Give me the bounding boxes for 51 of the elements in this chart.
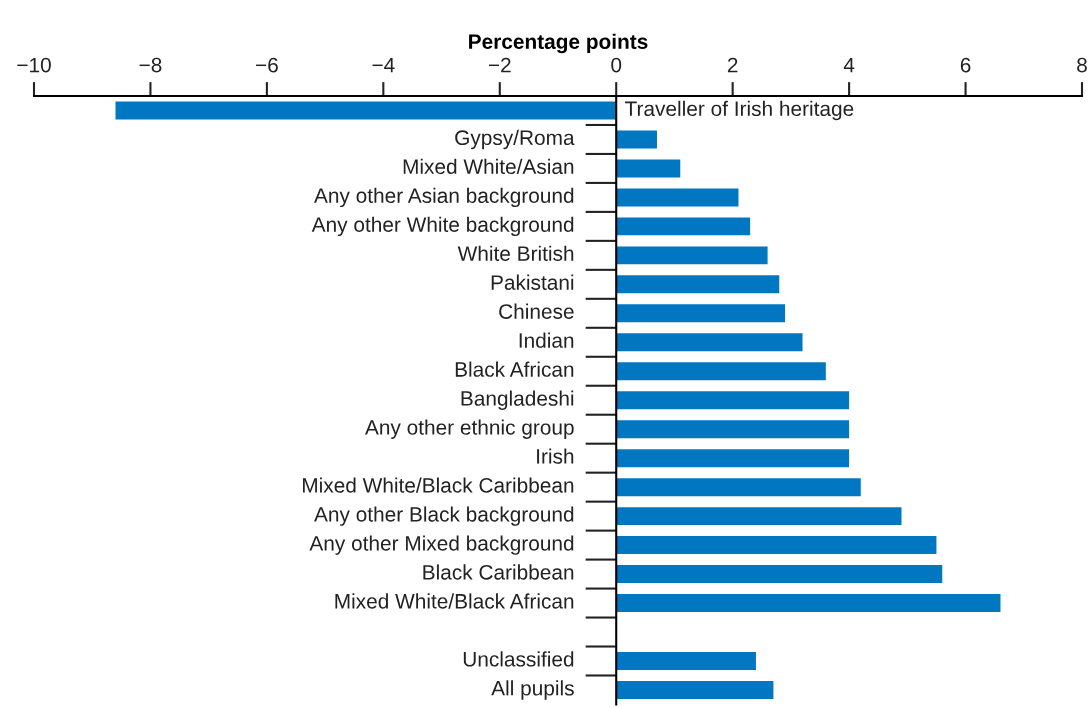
y-tick-label: Any other White background <box>311 216 574 237</box>
y-tick-label: Any other ethnic group <box>364 419 574 439</box>
y-tick-label: All pupils <box>491 680 574 700</box>
x-tick-label: −10 <box>17 57 51 73</box>
x-tick-label: 0 <box>611 57 622 73</box>
bar <box>616 304 786 323</box>
bar <box>616 333 803 352</box>
bar <box>616 536 937 555</box>
bar <box>616 478 861 497</box>
y-tick-label: Indian <box>519 332 574 348</box>
y-tick-label: Gypsy/Roma <box>455 129 575 150</box>
y-tick-label: Any other Asian background <box>314 187 574 208</box>
bar <box>616 188 739 207</box>
bar <box>616 159 681 178</box>
y-tick-label: Any other Mixed background <box>309 535 574 555</box>
y-tick-label: Mixed White/Asian <box>403 158 574 175</box>
y-tick-label: Black Caribbean <box>423 564 574 580</box>
bar <box>616 565 943 584</box>
x-tick-label: −4 <box>372 57 395 73</box>
y-tick-label: Irish <box>537 448 574 464</box>
bar <box>115 101 617 120</box>
y-tick-label: Mixed White/Black Caribbean <box>303 477 574 493</box>
y-tick-label: Any other Black background <box>314 506 574 526</box>
x-tick-label: 6 <box>960 57 971 73</box>
x-tick-label: −2 <box>488 57 511 73</box>
x-tick-label: −8 <box>139 57 162 73</box>
y-tick-label: Chinese <box>499 303 574 319</box>
y-tick-label: Mixed White/Black African <box>335 593 574 609</box>
bar <box>616 130 657 149</box>
y-tick-label: Traveller of Irish heritage <box>625 100 854 121</box>
x-axis-title: Percentage points <box>469 33 648 54</box>
bar <box>616 652 756 670</box>
x-tick-label: −6 <box>256 57 278 73</box>
bar <box>616 594 1001 613</box>
bar <box>616 680 774 699</box>
x-tick-label: 8 <box>1077 57 1087 73</box>
y-tick-label: Bangladeshi <box>461 390 574 410</box>
y-tick-label: Unclassified <box>463 651 574 667</box>
bar <box>616 217 751 236</box>
y-tick-label: Pakistani <box>491 274 574 290</box>
bar <box>616 449 850 468</box>
x-tick-label: 4 <box>843 57 855 73</box>
y-tick-label: Black African <box>455 361 574 377</box>
y-tick-label: White British <box>457 245 574 261</box>
bar <box>616 420 850 439</box>
bar <box>616 507 902 526</box>
bar <box>616 246 768 265</box>
bar <box>616 275 780 294</box>
x-tick-label: 2 <box>727 57 738 73</box>
bar <box>616 362 826 381</box>
bar <box>616 391 850 410</box>
